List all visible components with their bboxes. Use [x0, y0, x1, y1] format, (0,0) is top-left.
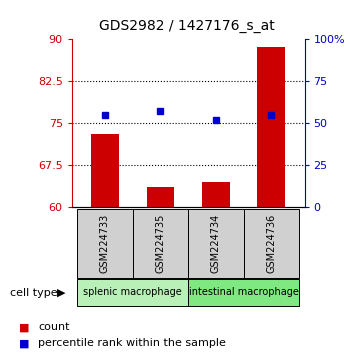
- Text: GSM224733: GSM224733: [100, 214, 110, 273]
- Bar: [77, 209, 133, 278]
- Text: ■: ■: [19, 338, 30, 348]
- Bar: [188, 209, 244, 278]
- Text: GSM224735: GSM224735: [155, 214, 166, 273]
- Bar: [202, 182, 230, 207]
- Text: ■: ■: [19, 322, 30, 332]
- Text: ▶: ▶: [57, 288, 65, 298]
- Bar: [133, 209, 188, 278]
- Text: GSM224734: GSM224734: [211, 214, 221, 273]
- Bar: [147, 188, 174, 207]
- Text: GSM224736: GSM224736: [266, 214, 276, 273]
- Text: percentile rank within the sample: percentile rank within the sample: [38, 338, 226, 348]
- Text: splenic macrophage: splenic macrophage: [83, 287, 182, 297]
- Text: intestinal macrophage: intestinal macrophage: [189, 287, 299, 297]
- Text: GDS2982 / 1427176_s_at: GDS2982 / 1427176_s_at: [99, 19, 275, 34]
- Text: count: count: [38, 322, 70, 332]
- Bar: [77, 279, 188, 306]
- Bar: [257, 47, 285, 207]
- Bar: [91, 134, 119, 207]
- Bar: [188, 279, 299, 306]
- Bar: [244, 209, 299, 278]
- Text: cell type: cell type: [10, 288, 58, 298]
